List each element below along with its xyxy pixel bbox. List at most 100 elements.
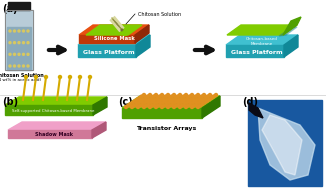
Circle shape bbox=[193, 104, 196, 107]
Polygon shape bbox=[86, 25, 142, 35]
Text: Chitosan Solution: Chitosan Solution bbox=[138, 12, 181, 16]
Circle shape bbox=[209, 94, 212, 97]
Text: Transistor Arrays: Transistor Arrays bbox=[136, 126, 196, 131]
Polygon shape bbox=[93, 97, 107, 115]
Circle shape bbox=[203, 101, 206, 104]
Circle shape bbox=[185, 105, 187, 108]
Circle shape bbox=[179, 101, 182, 104]
Circle shape bbox=[159, 102, 162, 105]
Circle shape bbox=[162, 97, 165, 99]
Circle shape bbox=[13, 42, 16, 44]
Circle shape bbox=[144, 97, 147, 99]
Polygon shape bbox=[122, 96, 220, 108]
Polygon shape bbox=[79, 25, 149, 35]
Polygon shape bbox=[8, 122, 106, 130]
Polygon shape bbox=[249, 103, 263, 118]
Circle shape bbox=[24, 75, 27, 78]
Circle shape bbox=[180, 97, 183, 99]
Text: Self-supported Chitosan-based Membrane: Self-supported Chitosan-based Membrane bbox=[12, 109, 94, 113]
Circle shape bbox=[179, 94, 182, 97]
Circle shape bbox=[35, 75, 37, 78]
Circle shape bbox=[182, 95, 185, 98]
Circle shape bbox=[158, 95, 161, 98]
Circle shape bbox=[200, 95, 203, 98]
Circle shape bbox=[197, 105, 200, 108]
Circle shape bbox=[18, 30, 20, 32]
Polygon shape bbox=[262, 115, 302, 175]
Polygon shape bbox=[227, 25, 297, 35]
Circle shape bbox=[155, 101, 158, 104]
Text: Shadow Mask: Shadow Mask bbox=[35, 132, 73, 138]
Circle shape bbox=[141, 102, 144, 105]
Text: (a): (a) bbox=[2, 4, 18, 14]
Circle shape bbox=[200, 99, 202, 102]
Circle shape bbox=[22, 65, 24, 67]
Circle shape bbox=[177, 102, 180, 105]
Circle shape bbox=[146, 95, 149, 98]
Circle shape bbox=[157, 99, 160, 102]
Circle shape bbox=[149, 101, 152, 104]
Circle shape bbox=[68, 75, 71, 78]
Circle shape bbox=[187, 99, 190, 102]
Circle shape bbox=[165, 102, 168, 105]
Circle shape bbox=[190, 98, 193, 101]
Circle shape bbox=[182, 99, 185, 102]
Circle shape bbox=[152, 99, 155, 102]
Circle shape bbox=[202, 94, 205, 97]
Circle shape bbox=[27, 65, 29, 67]
Circle shape bbox=[176, 95, 179, 98]
Circle shape bbox=[155, 105, 157, 108]
Circle shape bbox=[145, 104, 148, 107]
Circle shape bbox=[147, 102, 150, 105]
Polygon shape bbox=[8, 130, 92, 138]
Circle shape bbox=[204, 97, 207, 99]
Circle shape bbox=[170, 99, 172, 102]
Polygon shape bbox=[258, 108, 315, 180]
Circle shape bbox=[139, 104, 142, 107]
Circle shape bbox=[196, 98, 199, 101]
Circle shape bbox=[206, 95, 209, 98]
Circle shape bbox=[169, 104, 172, 107]
Circle shape bbox=[199, 104, 202, 107]
Circle shape bbox=[173, 101, 176, 104]
Circle shape bbox=[160, 94, 164, 97]
Circle shape bbox=[172, 94, 175, 97]
Circle shape bbox=[189, 102, 192, 105]
Circle shape bbox=[202, 98, 205, 101]
Polygon shape bbox=[78, 45, 136, 57]
Circle shape bbox=[151, 104, 154, 107]
Circle shape bbox=[181, 104, 184, 107]
Polygon shape bbox=[136, 35, 150, 57]
Circle shape bbox=[188, 95, 191, 98]
Text: Glass Platform: Glass Platform bbox=[83, 50, 135, 56]
Circle shape bbox=[197, 101, 200, 104]
Circle shape bbox=[145, 99, 149, 102]
Circle shape bbox=[27, 53, 29, 55]
Circle shape bbox=[194, 95, 197, 98]
Circle shape bbox=[140, 95, 143, 98]
Circle shape bbox=[167, 105, 170, 108]
Polygon shape bbox=[279, 27, 297, 36]
Circle shape bbox=[161, 101, 164, 104]
Circle shape bbox=[18, 42, 20, 44]
Polygon shape bbox=[7, 27, 31, 70]
Polygon shape bbox=[78, 35, 150, 45]
Circle shape bbox=[172, 105, 175, 108]
Circle shape bbox=[9, 65, 11, 67]
Polygon shape bbox=[8, 2, 30, 10]
Text: Chitosan Solution: Chitosan Solution bbox=[0, 73, 43, 78]
Polygon shape bbox=[248, 100, 322, 186]
Text: (d): (d) bbox=[242, 97, 258, 107]
Polygon shape bbox=[122, 108, 202, 118]
Circle shape bbox=[22, 53, 24, 55]
Circle shape bbox=[197, 94, 200, 97]
Circle shape bbox=[210, 97, 213, 99]
Circle shape bbox=[195, 102, 198, 105]
Polygon shape bbox=[79, 35, 135, 43]
Circle shape bbox=[160, 105, 164, 108]
Circle shape bbox=[18, 53, 20, 55]
Polygon shape bbox=[226, 45, 284, 57]
Circle shape bbox=[167, 101, 170, 104]
Circle shape bbox=[27, 30, 29, 32]
Circle shape bbox=[205, 99, 209, 102]
